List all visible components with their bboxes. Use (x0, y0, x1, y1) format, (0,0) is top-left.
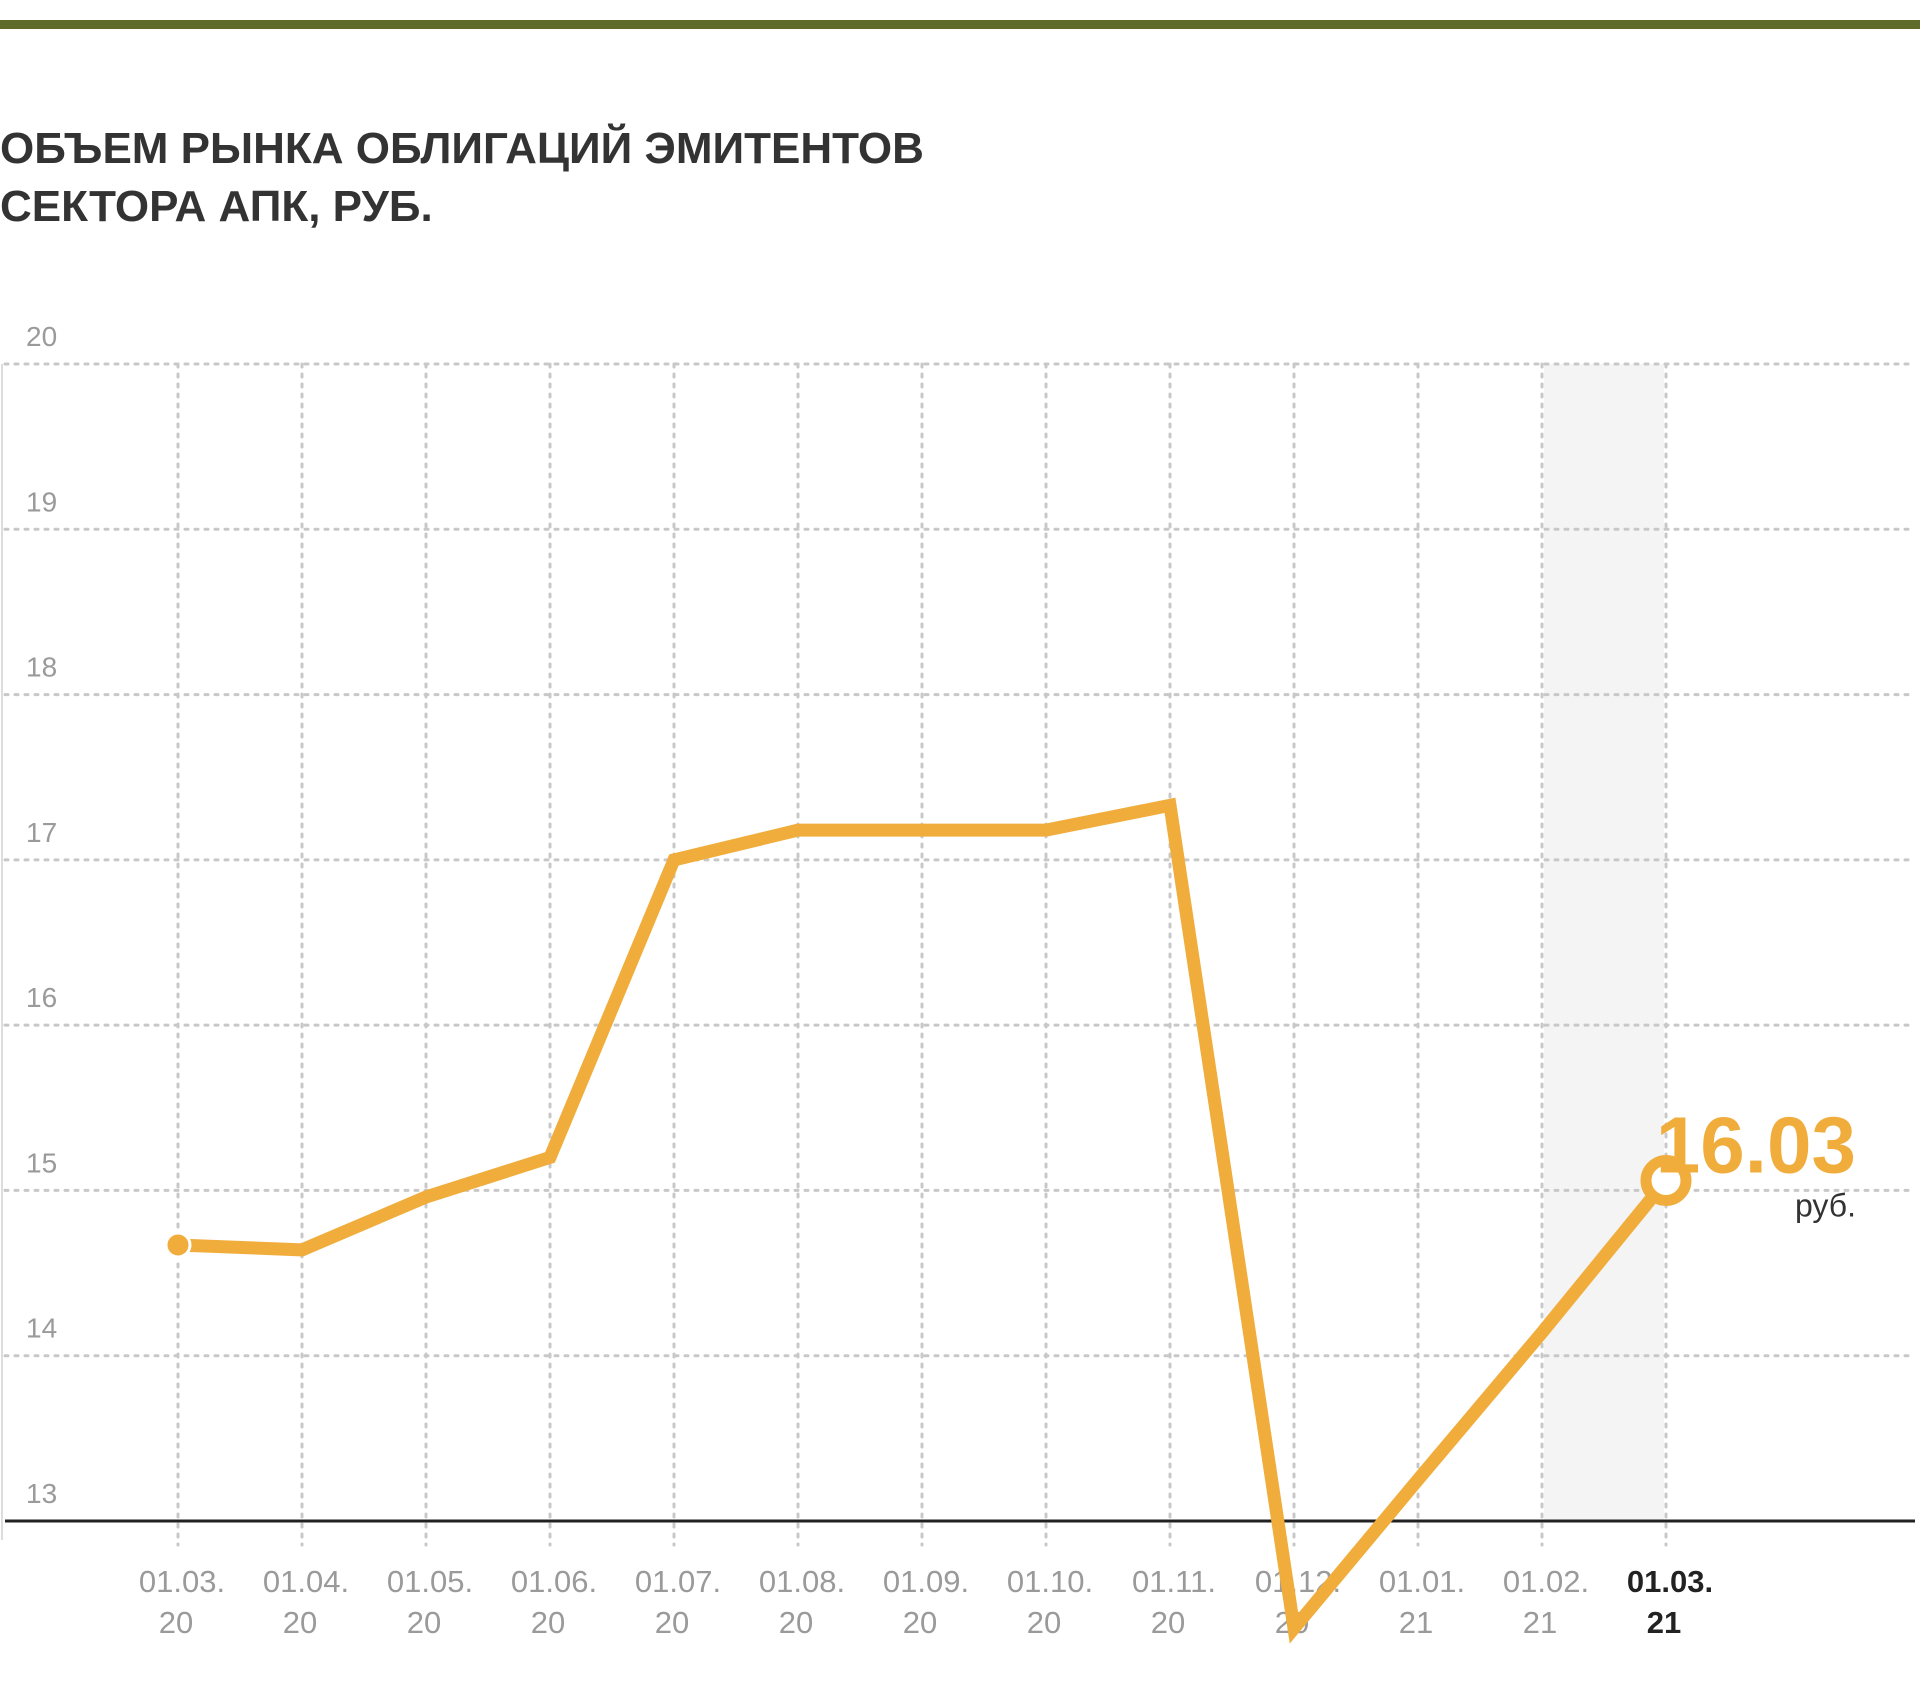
x-tick-label-year: 20 (531, 1605, 565, 1640)
x-tick-label-year: 21 (1399, 1605, 1433, 1640)
y-tick-label: 13 (26, 1478, 57, 1509)
x-tick-label-date: 01.01. (1379, 1564, 1465, 1599)
x-tick-label-date: 01.04. (263, 1564, 349, 1599)
y-axis-ticks: 20 19 18 17 16 15 14 13 (26, 321, 57, 1509)
x-tick-label-date: 01.08. (759, 1564, 845, 1599)
x-tick-label-year: 21 (1523, 1605, 1557, 1640)
last-value-unit: руб. (1795, 1188, 1856, 1224)
series-layer (171, 797, 1673, 1644)
y-tick-label: 16 (26, 982, 57, 1013)
x-tick-label-date: 01.05. (387, 1564, 473, 1599)
chart-title-line-1: ОБЪЕМ РЫНКА ОБЛИГАЦИЙ ЭМИТЕНТОВ (0, 122, 924, 173)
series-line (171, 797, 1673, 1644)
marker-layer (164, 1155, 1692, 1259)
first-point-marker (164, 1231, 192, 1259)
top-rule (0, 20, 1920, 29)
grid (1, 362, 1917, 1547)
x-tick-label-date: 01.03. (1627, 1564, 1713, 1599)
x-tick-label-date: 01.02. (1503, 1564, 1589, 1599)
y-tick-label: 14 (26, 1313, 57, 1344)
x-tick-label-year: 20 (283, 1605, 317, 1640)
chart-title-line-2: СЕКТОРА АПК, РУБ. (0, 182, 433, 231)
current-period-highlight (1544, 364, 1664, 1521)
y-tick-label: 19 (26, 486, 57, 517)
x-tick-label-date: 01.07. (635, 1564, 721, 1599)
y-tick-label: 18 (26, 652, 57, 683)
x-tick-label-year: 21 (1647, 1605, 1681, 1640)
x-tick-label-year: 20 (903, 1605, 937, 1640)
y-tick-label: 15 (26, 1147, 57, 1178)
highlight-band (1544, 364, 1664, 1521)
x-tick-label-year: 20 (779, 1605, 813, 1640)
x-tick-label-date: 01.06. (511, 1564, 597, 1599)
x-tick-label-year: 20 (1027, 1605, 1061, 1640)
x-axis-ticks: 01.03. 20 01.04. 20 01.05. 20 01.06. 20 01.07. 20… (139, 1564, 1713, 1640)
y-tick-label: 20 (26, 321, 57, 352)
x-tick-label-year: 20 (655, 1605, 689, 1640)
last-point-marker (1640, 1155, 1692, 1207)
last-value-label: 16.03 (1656, 1101, 1856, 1190)
x-tick-label-date: 01.09. (883, 1564, 969, 1599)
x-tick-label-date: 01.03. (139, 1564, 225, 1599)
x-tick-label-date: 01.11. (1132, 1564, 1216, 1599)
x-tick-label-year: 20 (159, 1605, 193, 1640)
x-tick-label-date: 01.10. (1007, 1564, 1093, 1599)
y-tick-label: 17 (26, 817, 57, 848)
x-tick-label-year: 20 (407, 1605, 441, 1640)
x-tick-label-year: 20 (1151, 1605, 1185, 1640)
